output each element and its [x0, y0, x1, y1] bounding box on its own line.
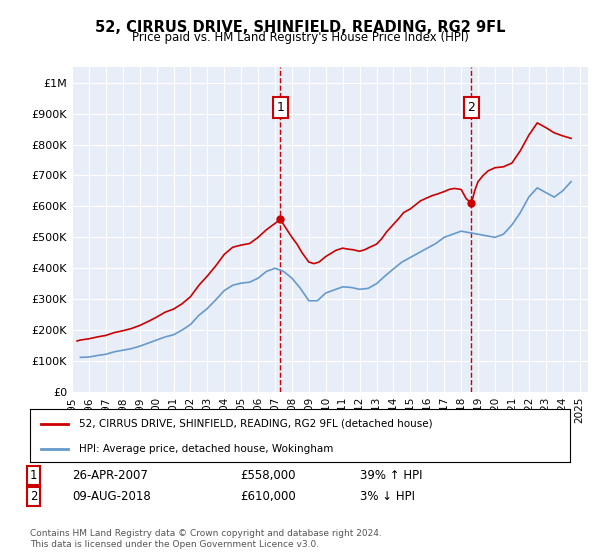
Text: 52, CIRRUS DRIVE, SHINFIELD, READING, RG2 9FL (detached house): 52, CIRRUS DRIVE, SHINFIELD, READING, RG…	[79, 419, 432, 429]
Text: 39% ↑ HPI: 39% ↑ HPI	[360, 469, 422, 482]
Text: £610,000: £610,000	[240, 490, 296, 503]
Text: HPI: Average price, detached house, Wokingham: HPI: Average price, detached house, Woki…	[79, 444, 333, 454]
Text: 52, CIRRUS DRIVE, SHINFIELD, READING, RG2 9FL: 52, CIRRUS DRIVE, SHINFIELD, READING, RG…	[95, 20, 505, 35]
Text: £558,000: £558,000	[240, 469, 296, 482]
Text: 09-AUG-2018: 09-AUG-2018	[72, 490, 151, 503]
Text: 26-APR-2007: 26-APR-2007	[72, 469, 148, 482]
Text: 3% ↓ HPI: 3% ↓ HPI	[360, 490, 415, 503]
Text: 2: 2	[30, 490, 37, 503]
Text: 1: 1	[30, 469, 37, 482]
Text: Price paid vs. HM Land Registry's House Price Index (HPI): Price paid vs. HM Land Registry's House …	[131, 31, 469, 44]
Text: Contains HM Land Registry data © Crown copyright and database right 2024.
This d: Contains HM Land Registry data © Crown c…	[30, 529, 382, 549]
Text: 1: 1	[277, 101, 284, 114]
Text: 2: 2	[467, 101, 475, 114]
